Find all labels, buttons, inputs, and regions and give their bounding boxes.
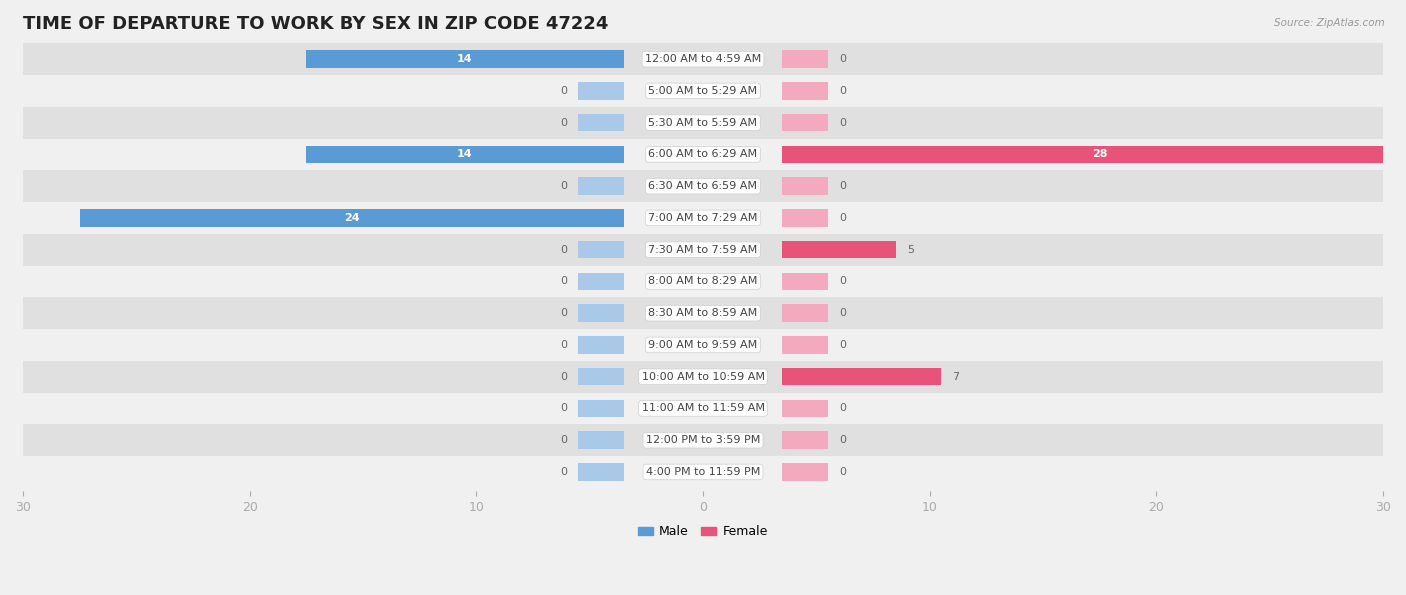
Text: 24: 24	[344, 213, 360, 223]
Bar	[782, 463, 828, 481]
Bar	[578, 400, 624, 417]
Bar	[0, 107, 1406, 139]
Text: 0: 0	[839, 340, 846, 350]
Bar	[80, 209, 624, 227]
Bar	[0, 170, 1406, 202]
Text: 4:00 PM to 11:59 PM: 4:00 PM to 11:59 PM	[645, 467, 761, 477]
Text: 0: 0	[839, 181, 846, 191]
Text: 0: 0	[560, 245, 567, 255]
Text: 7:30 AM to 7:59 AM: 7:30 AM to 7:59 AM	[648, 245, 758, 255]
Bar	[578, 82, 624, 99]
Bar	[578, 336, 624, 353]
Bar	[0, 361, 1406, 393]
Bar	[0, 393, 1406, 424]
Text: 0: 0	[560, 467, 567, 477]
Text: 0: 0	[839, 308, 846, 318]
Text: TIME OF DEPARTURE TO WORK BY SEX IN ZIP CODE 47224: TIME OF DEPARTURE TO WORK BY SEX IN ZIP …	[22, 15, 609, 33]
Bar	[0, 298, 1406, 329]
Text: 28: 28	[1092, 149, 1108, 159]
Text: 0: 0	[560, 277, 567, 286]
Bar	[782, 336, 828, 353]
Text: 0: 0	[839, 403, 846, 414]
Bar	[782, 400, 828, 417]
Text: 0: 0	[560, 118, 567, 128]
Bar	[0, 424, 1406, 456]
Bar	[782, 305, 828, 322]
Legend: Male, Female: Male, Female	[633, 521, 773, 543]
Text: 8:30 AM to 8:59 AM: 8:30 AM to 8:59 AM	[648, 308, 758, 318]
Bar	[782, 273, 828, 290]
Bar	[0, 43, 1406, 75]
Bar	[0, 456, 1406, 488]
Bar	[0, 265, 1406, 298]
Text: 9:00 AM to 9:59 AM: 9:00 AM to 9:59 AM	[648, 340, 758, 350]
Bar	[307, 146, 624, 163]
Bar	[0, 329, 1406, 361]
Bar	[578, 368, 624, 386]
Text: 14: 14	[457, 54, 472, 64]
Bar	[578, 114, 624, 131]
Text: 0: 0	[560, 403, 567, 414]
Text: 5:00 AM to 5:29 AM: 5:00 AM to 5:29 AM	[648, 86, 758, 96]
Text: 0: 0	[839, 54, 846, 64]
Bar	[782, 177, 828, 195]
Text: 5: 5	[907, 245, 914, 255]
Text: 10:00 AM to 10:59 AM: 10:00 AM to 10:59 AM	[641, 372, 765, 381]
Bar	[0, 139, 1406, 170]
Text: 14: 14	[457, 149, 472, 159]
Text: 0: 0	[839, 86, 846, 96]
Text: 0: 0	[560, 340, 567, 350]
Bar	[782, 114, 828, 131]
Text: 0: 0	[560, 181, 567, 191]
Bar	[782, 241, 896, 258]
Text: 11:00 AM to 11:59 AM: 11:00 AM to 11:59 AM	[641, 403, 765, 414]
Bar	[578, 431, 624, 449]
Bar	[782, 368, 941, 386]
Text: 0: 0	[560, 435, 567, 445]
Text: 0: 0	[839, 435, 846, 445]
Bar	[782, 146, 1406, 163]
Bar	[0, 75, 1406, 107]
Bar	[578, 273, 624, 290]
Text: 0: 0	[560, 308, 567, 318]
Bar	[307, 51, 624, 68]
Text: 0: 0	[839, 213, 846, 223]
Bar	[782, 51, 828, 68]
Text: 6:00 AM to 6:29 AM: 6:00 AM to 6:29 AM	[648, 149, 758, 159]
Bar	[578, 463, 624, 481]
Bar	[782, 209, 828, 227]
Bar	[578, 305, 624, 322]
Text: 7: 7	[952, 372, 959, 381]
Text: 12:00 AM to 4:59 AM: 12:00 AM to 4:59 AM	[645, 54, 761, 64]
Text: 8:00 AM to 8:29 AM: 8:00 AM to 8:29 AM	[648, 277, 758, 286]
Bar	[782, 82, 828, 99]
Bar	[0, 202, 1406, 234]
Bar	[578, 177, 624, 195]
Text: 7:00 AM to 7:29 AM: 7:00 AM to 7:29 AM	[648, 213, 758, 223]
Text: 5:30 AM to 5:59 AM: 5:30 AM to 5:59 AM	[648, 118, 758, 128]
Text: 0: 0	[839, 467, 846, 477]
Text: 0: 0	[839, 277, 846, 286]
Text: Source: ZipAtlas.com: Source: ZipAtlas.com	[1274, 18, 1385, 28]
Text: 0: 0	[560, 86, 567, 96]
Text: 6:30 AM to 6:59 AM: 6:30 AM to 6:59 AM	[648, 181, 758, 191]
Bar	[0, 234, 1406, 265]
Bar	[782, 431, 828, 449]
Text: 12:00 PM to 3:59 PM: 12:00 PM to 3:59 PM	[645, 435, 761, 445]
Text: 0: 0	[560, 372, 567, 381]
Text: 0: 0	[839, 118, 846, 128]
Bar	[578, 241, 624, 258]
